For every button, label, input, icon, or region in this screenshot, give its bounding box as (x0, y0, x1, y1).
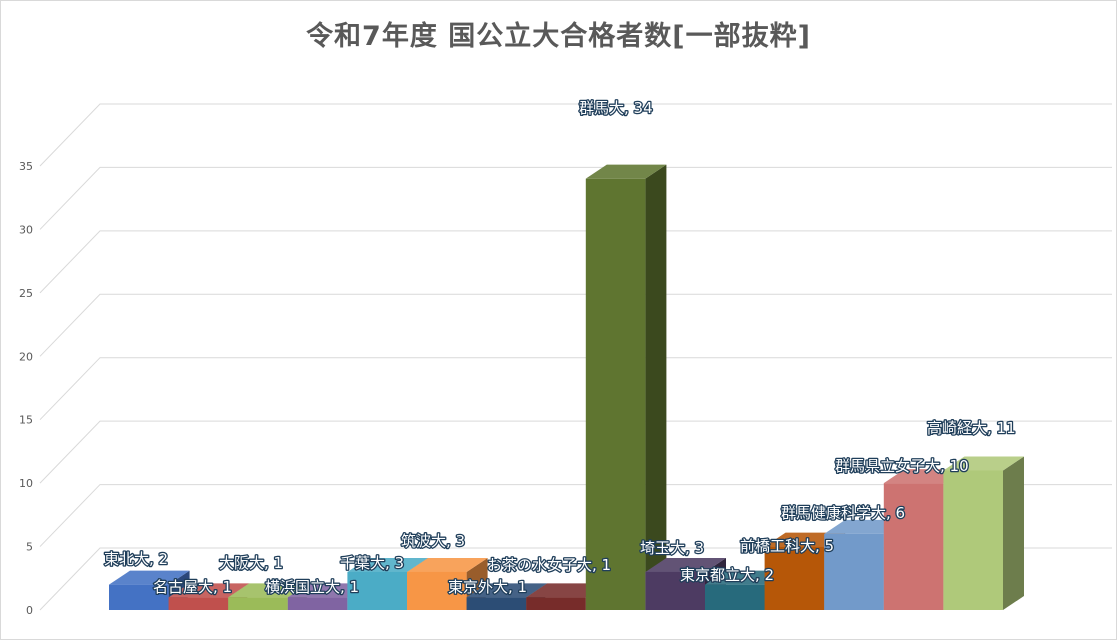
gridline (39, 293, 1112, 357)
data-label: 前橋工科大, 5 (740, 537, 834, 555)
bar (764, 546, 825, 610)
bar-top (466, 583, 548, 598)
bar (287, 597, 348, 610)
data-label: 高崎経大, 11 (927, 419, 1016, 437)
bar (943, 470, 1003, 610)
bar-top (645, 557, 726, 572)
bar-top (407, 557, 488, 572)
bar (526, 597, 586, 610)
bar (883, 483, 944, 610)
gridline (39, 103, 1112, 167)
data-label: 群馬健康科学大, 6 (781, 504, 905, 522)
bar (109, 584, 169, 610)
y-tick-label: 25 (19, 287, 33, 300)
y-tick-label: 0 (26, 604, 33, 617)
data-label: お茶の水女子大, 1 (487, 556, 611, 574)
bar (168, 597, 229, 610)
bar-top (585, 164, 667, 179)
data-label: 埼玉大, 3 (640, 539, 704, 557)
gridline (39, 230, 1112, 294)
y-tick-label: 30 (19, 223, 33, 236)
bar (705, 584, 765, 610)
gridline (39, 166, 1112, 230)
bar-side (1003, 456, 1024, 610)
y-tick-label: 10 (19, 477, 33, 490)
data-label: 筑波大, 3 (401, 532, 465, 550)
chart-title: 令和7年度 国公立大合格者数[一部抜粋] (306, 21, 811, 52)
bar-top (168, 583, 250, 598)
data-label: 大阪大, 1 (219, 554, 283, 572)
bar (466, 597, 527, 610)
data-label: 東京都立大, 2 (680, 566, 774, 584)
data-label: 東京外大, 1 (448, 578, 527, 596)
bar-side (645, 164, 667, 610)
data-label: 千葉大, 3 (340, 554, 404, 572)
y-tick-label: 20 (19, 350, 33, 363)
bar (824, 533, 884, 610)
bar-top (943, 456, 1024, 471)
y-tick-label: 15 (19, 414, 33, 427)
data-label: 群馬大, 34 (579, 99, 653, 117)
data-label: 名古屋大, 1 (153, 578, 232, 596)
bar-top (347, 557, 428, 572)
gridline (39, 420, 1112, 484)
bar (347, 571, 407, 610)
data-label: 群馬県立女子大, 10 (835, 457, 969, 475)
bar-top (228, 583, 309, 598)
bar (585, 178, 646, 610)
y-tick-label: 35 (19, 160, 33, 173)
bar (228, 597, 288, 610)
bar (407, 571, 467, 610)
gridline (39, 357, 1112, 421)
bar (645, 571, 705, 610)
gridline (39, 484, 1112, 547)
bar-top (109, 570, 190, 585)
data-label: 横浜国立大, 1 (265, 578, 359, 596)
y-tick-label: 5 (26, 541, 33, 554)
data-label: 東北大, 2 (104, 550, 168, 568)
